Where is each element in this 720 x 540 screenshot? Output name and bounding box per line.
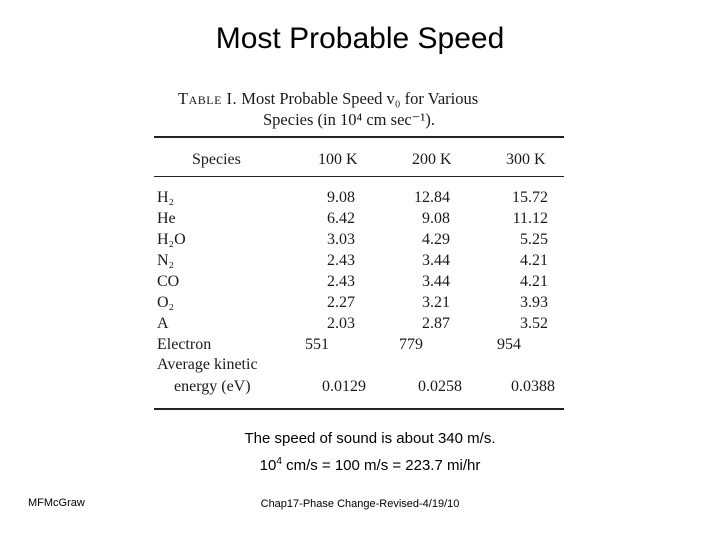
- table-row: A 2.03 2.87 3.52: [150, 315, 570, 334]
- header-300k: 300 K: [506, 151, 546, 168]
- value-300k: 5.25: [520, 231, 548, 248]
- footer-author: MFMcGraw: [28, 497, 85, 509]
- conversion-note: 104 cm/s = 100 m/s = 223.7 mi/hr: [0, 456, 720, 474]
- conversion-exponent: 4: [276, 456, 282, 467]
- species-cell: A: [157, 315, 169, 332]
- value-300k: 954: [497, 336, 521, 353]
- kinetic-300k: 0.0388: [511, 378, 555, 395]
- value-300k: 3.52: [520, 315, 548, 332]
- table-caption-line1: Most Probable Speed v₀ for Various: [241, 89, 479, 108]
- value-200k: 3.21: [422, 294, 450, 311]
- value-300k: 11.12: [512, 210, 548, 227]
- value-100k: 6.42: [327, 210, 355, 227]
- kinetic-100k: 0.0129: [322, 378, 366, 395]
- species-cell: CO: [157, 273, 180, 290]
- value-300k: 4.21: [520, 273, 548, 290]
- species-cell: He: [157, 210, 176, 227]
- table-row: Electron 551 779 954: [150, 336, 570, 355]
- value-100k: 551: [305, 336, 329, 353]
- table-row: N₂ 2.43 3.44 4.21: [150, 252, 570, 271]
- value-200k: 9.08: [422, 210, 450, 227]
- header-species: Species: [192, 151, 241, 168]
- species-cell: O₂: [157, 294, 175, 311]
- bottom-rule: [154, 408, 564, 410]
- header-100k: 100 K: [318, 151, 358, 168]
- table-caption-label: Table I.: [178, 89, 238, 108]
- table-row: He 6.42 9.08 11.12: [150, 210, 570, 229]
- conversion-rest: cm/s = 100 m/s = 223.7 mi/hr: [281, 457, 481, 474]
- value-100k: 2.43: [327, 273, 355, 290]
- table-row: H₂ 9.08 12.84 15.72: [150, 189, 570, 208]
- value-200k: 779: [399, 336, 423, 353]
- value-200k: 3.44: [422, 273, 450, 290]
- table-row: CO 2.43 3.44 4.21: [150, 273, 570, 292]
- kinetic-label-line1: Average kinetic: [157, 356, 258, 373]
- sound-speed-note: The speed of sound is about 340 m/s.: [244, 430, 496, 447]
- value-100k: 9.08: [327, 189, 355, 206]
- kinetic-200k: 0.0258: [418, 378, 462, 395]
- species-cell: Electron: [157, 336, 212, 353]
- value-100k: 2.43: [327, 252, 355, 269]
- kinetic-label-line2: energy (eV): [174, 378, 251, 395]
- footer-chapter: Chap17-Phase Change-Revised-4/19/10: [260, 498, 460, 510]
- header-rule: [154, 176, 564, 177]
- value-300k: 15.72: [512, 189, 548, 206]
- value-200k: 4.29: [422, 231, 450, 248]
- species-cell: H₂: [157, 189, 175, 206]
- conversion-base: 10: [259, 457, 277, 474]
- value-200k: 2.87: [422, 315, 450, 332]
- species-cell: N₂: [157, 252, 175, 269]
- value-300k: 3.93: [520, 294, 548, 311]
- header-200k: 200 K: [412, 151, 452, 168]
- table-row: O₂ 2.27 3.21 3.93: [150, 294, 570, 313]
- table-caption: Table I. Most Probable Speed v₀ for Vari…: [178, 88, 558, 130]
- data-table: Table I. Most Probable Speed v₀ for Vari…: [150, 82, 570, 416]
- top-rule: [154, 136, 564, 138]
- value-100k: 2.03: [327, 315, 355, 332]
- species-cell: H₂O: [157, 231, 186, 248]
- value-300k: 4.21: [520, 252, 548, 269]
- slide-title: Most Probable Speed: [215, 22, 505, 55]
- value-100k: 2.27: [327, 294, 355, 311]
- table-caption-line2: Species (in 10⁴ cm sec⁻¹).: [263, 110, 435, 129]
- value-200k: 3.44: [422, 252, 450, 269]
- value-200k: 12.84: [414, 189, 450, 206]
- value-100k: 3.03: [327, 231, 355, 248]
- table-row: H₂O 3.03 4.29 5.25: [150, 231, 570, 250]
